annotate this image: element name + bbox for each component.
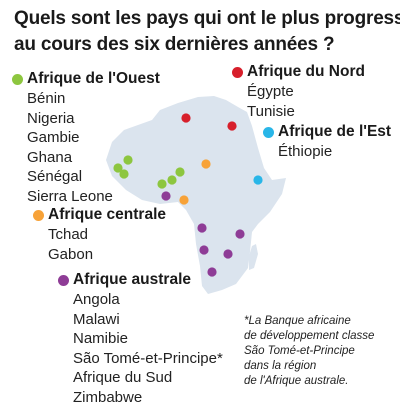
marker-south-africa: [207, 267, 217, 277]
country-egypt: Égypte: [247, 83, 294, 100]
marker-zimbabwe: [223, 249, 233, 259]
country-nigeria: Nigeria: [27, 109, 75, 127]
title-line-2: au cours des six dernières années ?: [14, 34, 335, 55]
footnote-line-2: de développement classe: [244, 330, 375, 342]
country-benin: Bénin: [27, 90, 66, 107]
country-ethiopia: Éthiopie: [278, 143, 333, 160]
marker-gabon: [179, 195, 189, 205]
legend-southern-africa: Afrique australe Angola Malawi Namibie S…: [58, 270, 223, 407]
country-sao-tome: São Tomé-et-Principe*: [73, 349, 223, 367]
east-country-list: Éthiopie: [263, 142, 391, 162]
title-line-1: Quels sont les pays qui ont le plus prog…: [14, 8, 400, 29]
africa-landmass: [106, 96, 286, 294]
south-country-list: Angola Malawi Namibie São Tomé-et-Princi…: [58, 290, 223, 407]
footnote: *La Banque africaine de développement cl…: [244, 314, 394, 389]
country-namibia: Namibie: [73, 330, 129, 347]
country-chad: Tchad: [48, 226, 89, 243]
country-ghana: Ghana: [27, 148, 73, 166]
marker-sao-tome: [161, 191, 171, 201]
footnote-line-1: *La Banque africaine: [244, 315, 351, 327]
region-west-label: Afrique de l'Ouest: [27, 70, 160, 87]
region-east-label: Afrique de l'Est: [278, 123, 392, 140]
country-zimbabwe: Zimbabwe: [73, 388, 143, 406]
legend-east-africa: Afrique de l'Est Éthiopie: [263, 122, 391, 162]
country-tunisia: Tunisie: [247, 102, 295, 120]
central-africa-dot-icon: [33, 209, 44, 221]
country-south-africa: Afrique du Sud: [73, 369, 173, 386]
west-country-list: Bénin Nigeria Gambie Ghana Sénégal Sierr…: [12, 89, 160, 206]
marker-malawi: [235, 229, 245, 239]
country-malawi: Malawi: [73, 310, 120, 328]
marker-nigeria: [175, 167, 185, 177]
madagascar-island: [249, 244, 258, 270]
footnote-line-4: dans la région: [244, 360, 317, 372]
country-senegal: Sénégal: [27, 168, 83, 185]
marker-namibia: [199, 245, 209, 255]
marker-sierra-leone: [119, 169, 129, 179]
west-africa-dot-icon: [12, 73, 23, 85]
country-sierra-leone: Sierra Leone: [27, 187, 113, 205]
region-south-label: Afrique australe: [73, 271, 192, 288]
region-central-label: Afrique centrale: [48, 206, 167, 223]
country-angola: Angola: [73, 291, 120, 308]
country-gambia: Gambie: [27, 129, 80, 146]
footnote-line-3: São Tomé-et-Principe: [244, 345, 355, 357]
marker-gambia: [113, 163, 123, 173]
country-gabon: Gabon: [48, 245, 94, 263]
marker-benin: [167, 175, 177, 185]
central-country-list: Tchad Gabon: [33, 225, 166, 264]
east-africa-dot-icon: [263, 126, 274, 138]
southern-africa-dot-icon: [58, 274, 69, 286]
chart-title: Quels sont les pays qui ont le plus prog…: [14, 6, 400, 58]
legend-central-africa: Afrique centrale Tchad Gabon: [33, 205, 166, 264]
north-country-list: Égypte Tunisie: [232, 82, 365, 121]
marker-angola: [197, 223, 207, 233]
legend-north-africa: Afrique du Nord Égypte Tunisie: [232, 62, 365, 121]
marker-ghana: [157, 179, 167, 189]
region-north-label: Afrique du Nord: [247, 63, 365, 80]
marker-egypt: [227, 121, 237, 131]
footnote-line-5: de l'Afrique australe.: [244, 375, 349, 387]
marker-chad: [201, 159, 211, 169]
north-africa-dot-icon: [232, 66, 243, 78]
marker-ethiopia: [253, 175, 263, 185]
marker-senegal: [123, 155, 133, 165]
legend-west-africa: Afrique de l'Ouest Bénin Nigeria Gambie …: [12, 69, 160, 206]
marker-tunisia: [181, 113, 191, 123]
